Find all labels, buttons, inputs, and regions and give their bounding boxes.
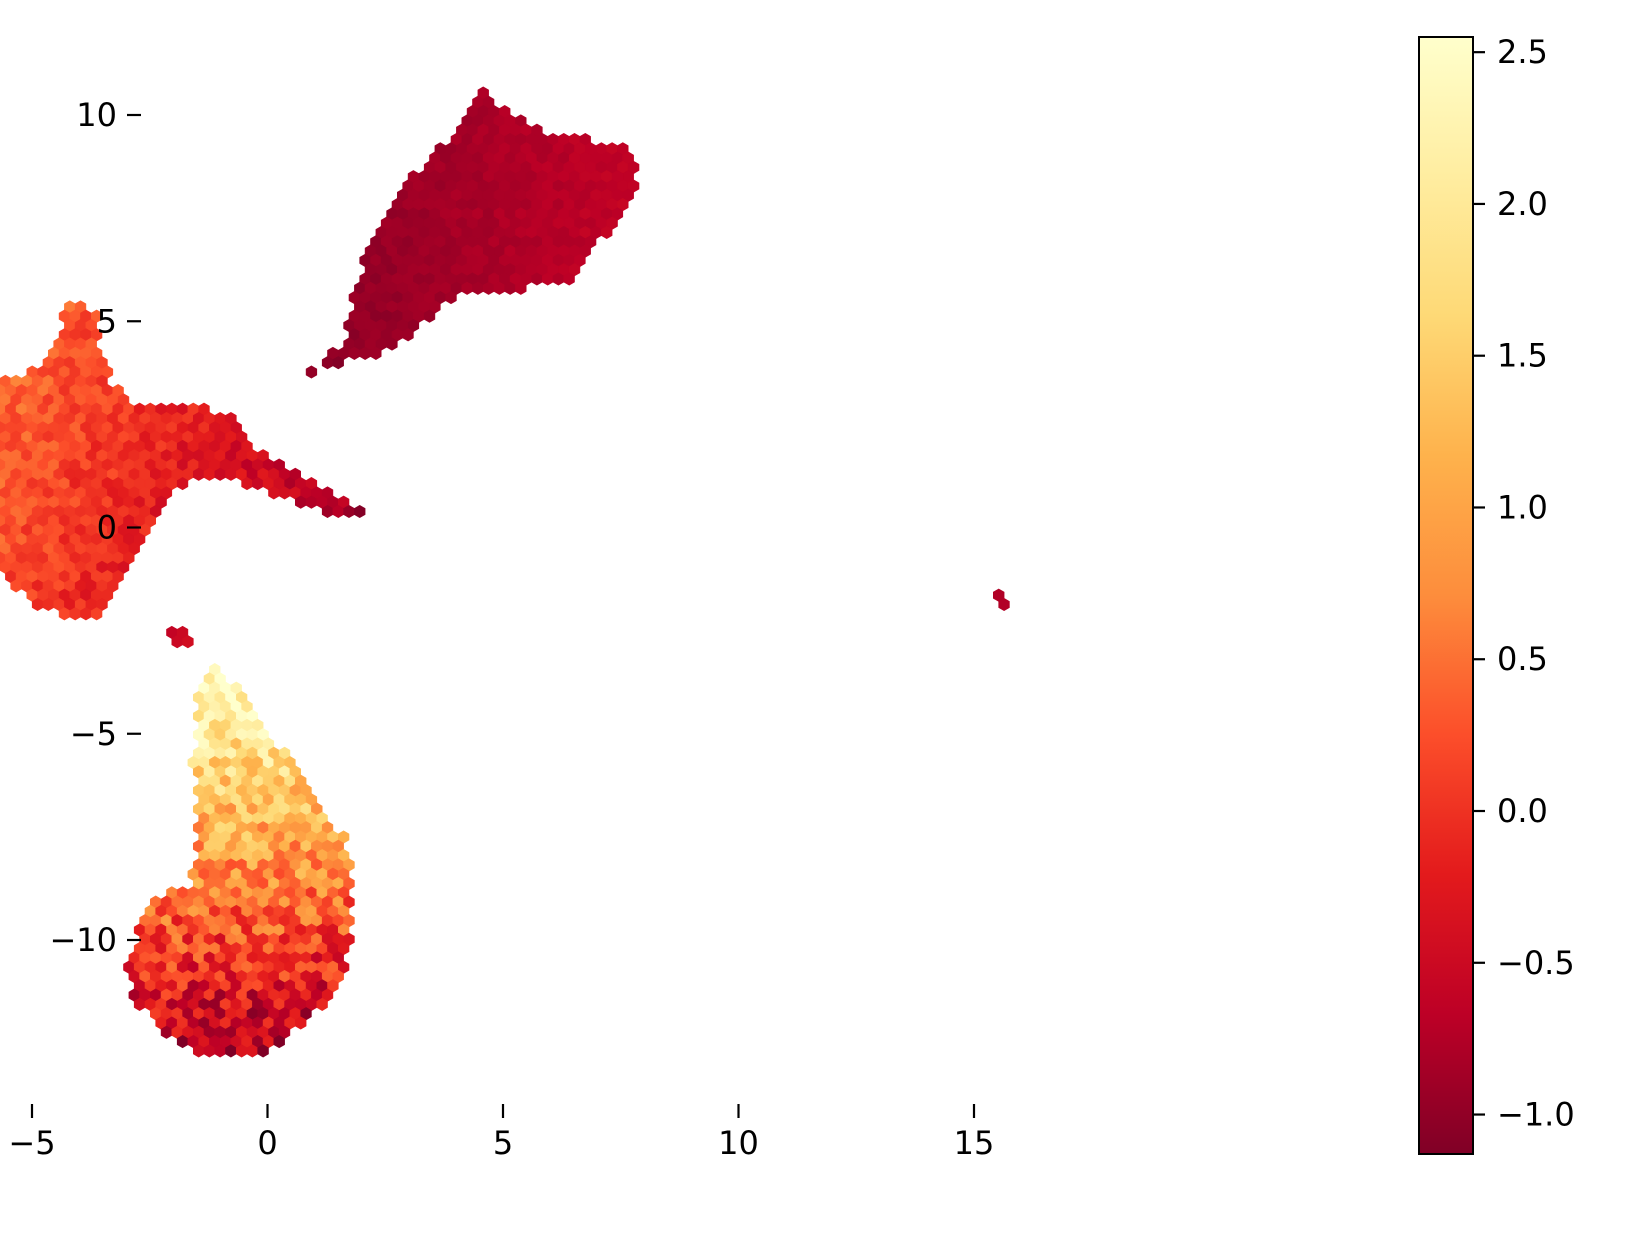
- hexbin-cell: [278, 486, 291, 500]
- hexbin-cell: [182, 635, 194, 649]
- hexbin-cell: [273, 1035, 285, 1049]
- hexbin-cell: [10, 579, 22, 593]
- hexbin-cell: [531, 272, 543, 286]
- hexbin-cell: [241, 477, 253, 491]
- hexbin-cell: [332, 504, 344, 519]
- hexbin-cell: [515, 281, 527, 295]
- hexbin-cell: [193, 1044, 205, 1058]
- hexbin-cell: [176, 477, 189, 491]
- hexbin-cell: [160, 1025, 173, 1039]
- y-tick-label: −10: [49, 921, 117, 959]
- colorbar-tick-label: 1.0: [1497, 488, 1548, 526]
- x-tick-label: 10: [718, 1124, 759, 1162]
- hexbin-cell: [91, 607, 103, 621]
- hexbin-cell: [225, 467, 237, 481]
- hexbin-cell: [203, 467, 216, 481]
- hexbin-cell: [171, 635, 183, 649]
- y-tick-label: −5: [70, 715, 117, 753]
- y-tick-label: 0: [97, 509, 117, 547]
- hexbin-cell: [343, 504, 355, 519]
- hexbin-cell: [348, 346, 361, 360]
- colorbar: 2.5 2.0 1.5 1.0 0.5 0.0 −0.5 −1.0: [1418, 33, 1575, 1155]
- hexbin-cell: [203, 1044, 216, 1058]
- colorbar-tick-label: −1.0: [1497, 1096, 1575, 1134]
- cluster-1: [0, 300, 366, 621]
- hexbin-cell: [305, 365, 318, 379]
- hexbin-cell: [370, 346, 382, 360]
- x-tick-label: −5: [8, 1124, 55, 1162]
- cluster-4: [992, 588, 1010, 612]
- hexbin-cell: [257, 1044, 269, 1058]
- hexbin-cell: [563, 272, 575, 286]
- hexbin-cell: [58, 607, 71, 621]
- y-tick-label: 5: [97, 302, 117, 340]
- hexbin-cell: [316, 997, 328, 1011]
- hexbin-cell: [214, 1044, 226, 1058]
- hexbin-cell: [294, 495, 307, 509]
- y-tick-label: 10: [76, 96, 117, 134]
- colorbar-tick-label: 0.0: [1497, 792, 1548, 830]
- plot-area: [0, 86, 1010, 1058]
- colorbar-tick-label: 2.0: [1497, 185, 1548, 223]
- hexbin-cell: [193, 467, 205, 481]
- hexbin-cell: [504, 281, 516, 295]
- hexbin-cell: [236, 1044, 248, 1058]
- hexbin-cell: [998, 597, 1010, 612]
- colorbar-tick-label: 0.5: [1497, 640, 1548, 678]
- hexbin-cell: [321, 504, 334, 519]
- colorbar-tick-label: 1.5: [1497, 337, 1548, 375]
- hexbin-cell: [252, 477, 264, 491]
- hexbin-cell: [176, 1035, 189, 1049]
- hexbin-cell: [305, 495, 318, 509]
- x-tick-label: 5: [493, 1124, 513, 1162]
- cluster-3: [123, 663, 355, 1058]
- cluster-0: [305, 86, 640, 379]
- x-tick-label: 0: [257, 1124, 277, 1162]
- y-axis: 10 5 0 −5 −10: [49, 96, 141, 959]
- hexbin-cell: [69, 607, 81, 621]
- colorbar-tick-label: 2.5: [1497, 33, 1548, 71]
- hexbin-cell: [31, 597, 44, 612]
- x-tick-label: 15: [954, 1124, 995, 1162]
- hexbin-cell: [246, 1044, 259, 1058]
- hexbin-cell: [482, 281, 495, 295]
- hexbin-cell: [445, 291, 457, 305]
- hexbin-cell: [294, 1016, 307, 1030]
- colorbar-tick-label: −0.5: [1497, 944, 1575, 982]
- hexbin-cell: [552, 272, 565, 286]
- hexbin-cell: [42, 597, 55, 612]
- hexbin-cell: [472, 281, 484, 295]
- hexbin-cell: [225, 1044, 237, 1058]
- hexbin-cell: [332, 356, 344, 370]
- hexbin-cell: [268, 486, 280, 500]
- hexbin-cell: [402, 328, 414, 342]
- hexbin-cell: [354, 504, 366, 519]
- hexbin-cell: [386, 337, 398, 351]
- hexbin-cell: [493, 281, 506, 295]
- cluster-2: [166, 625, 194, 649]
- x-axis: −5 0 5 10 15: [8, 1104, 994, 1162]
- hexbin-cell: [214, 467, 226, 481]
- hexbin-cell: [601, 225, 613, 240]
- hexbin-cell: [80, 607, 92, 621]
- hexbin-cell: [461, 281, 473, 295]
- hexbin-cell: [541, 272, 554, 286]
- hexbin-cell: [423, 309, 436, 323]
- colorbar-gradient: [1418, 36, 1474, 1155]
- hexbin-cell: [359, 346, 371, 360]
- hexbin-cell: [321, 356, 334, 370]
- hexbin-cell: [133, 997, 146, 1011]
